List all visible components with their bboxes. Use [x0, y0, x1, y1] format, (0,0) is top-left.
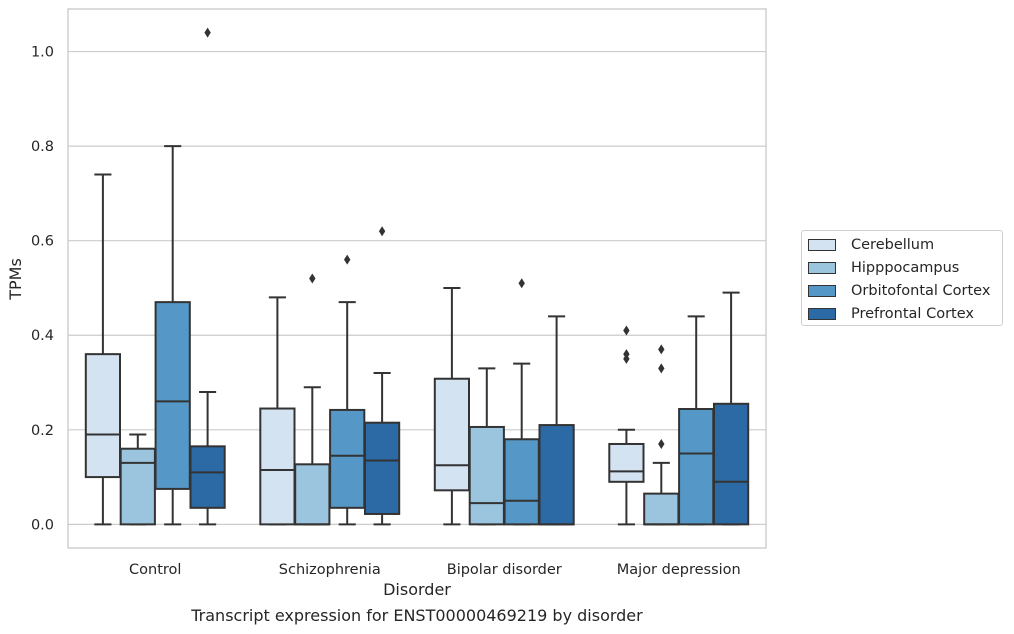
iqr-box: [363, 421, 401, 515]
iqr-box: [259, 407, 296, 526]
iqr-box: [678, 407, 715, 526]
legend-label-prefrontal-cortex: Prefrontal Cortex: [851, 306, 974, 322]
iqr-box: [433, 377, 471, 492]
y-tick-label: 0.0: [31, 517, 54, 533]
iqr-box: [643, 492, 680, 526]
y-tick-labels: 0.0 0.2 0.4 0.6 0.8 1.0: [31, 45, 54, 534]
plot-frame: [67, 8, 767, 549]
iqr-box: [119, 447, 156, 526]
outlier-point: [309, 273, 316, 284]
legend-item-hippocampus: Hipppocampus: [808, 258, 959, 278]
iqr-box: [712, 402, 750, 526]
x-tick-label-bipolar-disorder: Bipolar disorder: [447, 562, 562, 578]
box-series: [84, 27, 750, 526]
box-orbitofontal-cortex-schizophrenia: [329, 254, 366, 526]
outlier-point: [623, 325, 630, 336]
iqr-box: [154, 301, 191, 490]
y-tick-label: 1.0: [31, 45, 54, 61]
legend-item-orbitofrontal-cortex: Orbitofontal Cortex: [808, 281, 990, 301]
x-tick-label-major-depression: Major depression: [617, 562, 741, 578]
box-hipppocampus-major-depression: [643, 344, 680, 526]
iqr-box: [294, 463, 331, 526]
box-prefrontal-cortex-control: [189, 27, 226, 526]
outlier-point: [378, 226, 386, 237]
iqr-box: [329, 408, 366, 509]
legend-label-hippocampus: Hipppocampus: [851, 260, 960, 276]
legend-swatch-orbitofrontal-cortex: [808, 285, 836, 297]
iqr-box: [189, 445, 226, 509]
outlier-point: [204, 27, 211, 38]
legend-swatch-cerebellum: [808, 239, 836, 251]
y-tick-label: 0.4: [31, 328, 54, 344]
x-tick-label-schizophrenia: Schizophrenia: [279, 562, 381, 578]
box-hipppocampus-control: [119, 433, 156, 526]
iqr-box: [468, 425, 505, 526]
iqr-box: [503, 438, 540, 526]
y-tick-label: 0.2: [31, 423, 54, 439]
outlier-point: [658, 363, 665, 374]
box-hipppocampus-bipolar-disorder: [468, 367, 505, 526]
y-tick-label: 0.8: [31, 139, 54, 155]
legend-swatch-hippocampus: [808, 262, 836, 274]
box-cerebellum-bipolar-disorder: [433, 286, 471, 526]
outlier-point: [518, 278, 525, 289]
legend-item-cerebellum: Cerebellum: [808, 235, 934, 255]
legend-item-prefrontal-cortex: Prefrontal Cortex: [808, 304, 974, 324]
box-prefrontal-cortex-bipolar-disorder: [538, 315, 575, 526]
legend-swatch-prefrontal-cortex: [808, 308, 836, 320]
legend: Cerebellum Hipppocampus Orbitofontal Cor…: [801, 230, 1003, 326]
box-cerebellum-major-depression: [608, 325, 645, 526]
iqr-box: [608, 442, 645, 483]
x-tick-label-control: Control: [129, 562, 181, 578]
outlier-point: [623, 349, 630, 360]
box-cerebellum-control: [84, 173, 122, 526]
box-prefrontal-cortex-schizophrenia: [363, 226, 401, 526]
figure-caption: Transcript expression for ENST0000046921…: [191, 606, 643, 625]
legend-label-cerebellum: Cerebellum: [851, 237, 935, 253]
legend-label-orbitofrontal-cortex: Orbitofontal Cortex: [851, 283, 991, 299]
box-prefrontal-cortex-major-depression: [712, 291, 750, 526]
x-tick-labels: Control Schizophrenia Bipolar disorder Majo…: [129, 562, 741, 578]
iqr-box: [84, 353, 122, 479]
y-tick-label: 0.6: [31, 234, 54, 250]
iqr-box: [538, 424, 575, 526]
x-axis-label: Disorder: [383, 580, 451, 599]
box-orbitofontal-cortex-control: [154, 145, 191, 526]
outlier-point: [344, 254, 351, 265]
outlier-point: [658, 438, 665, 449]
outlier-point: [658, 344, 665, 355]
y-axis-label: TPMs: [6, 258, 25, 301]
